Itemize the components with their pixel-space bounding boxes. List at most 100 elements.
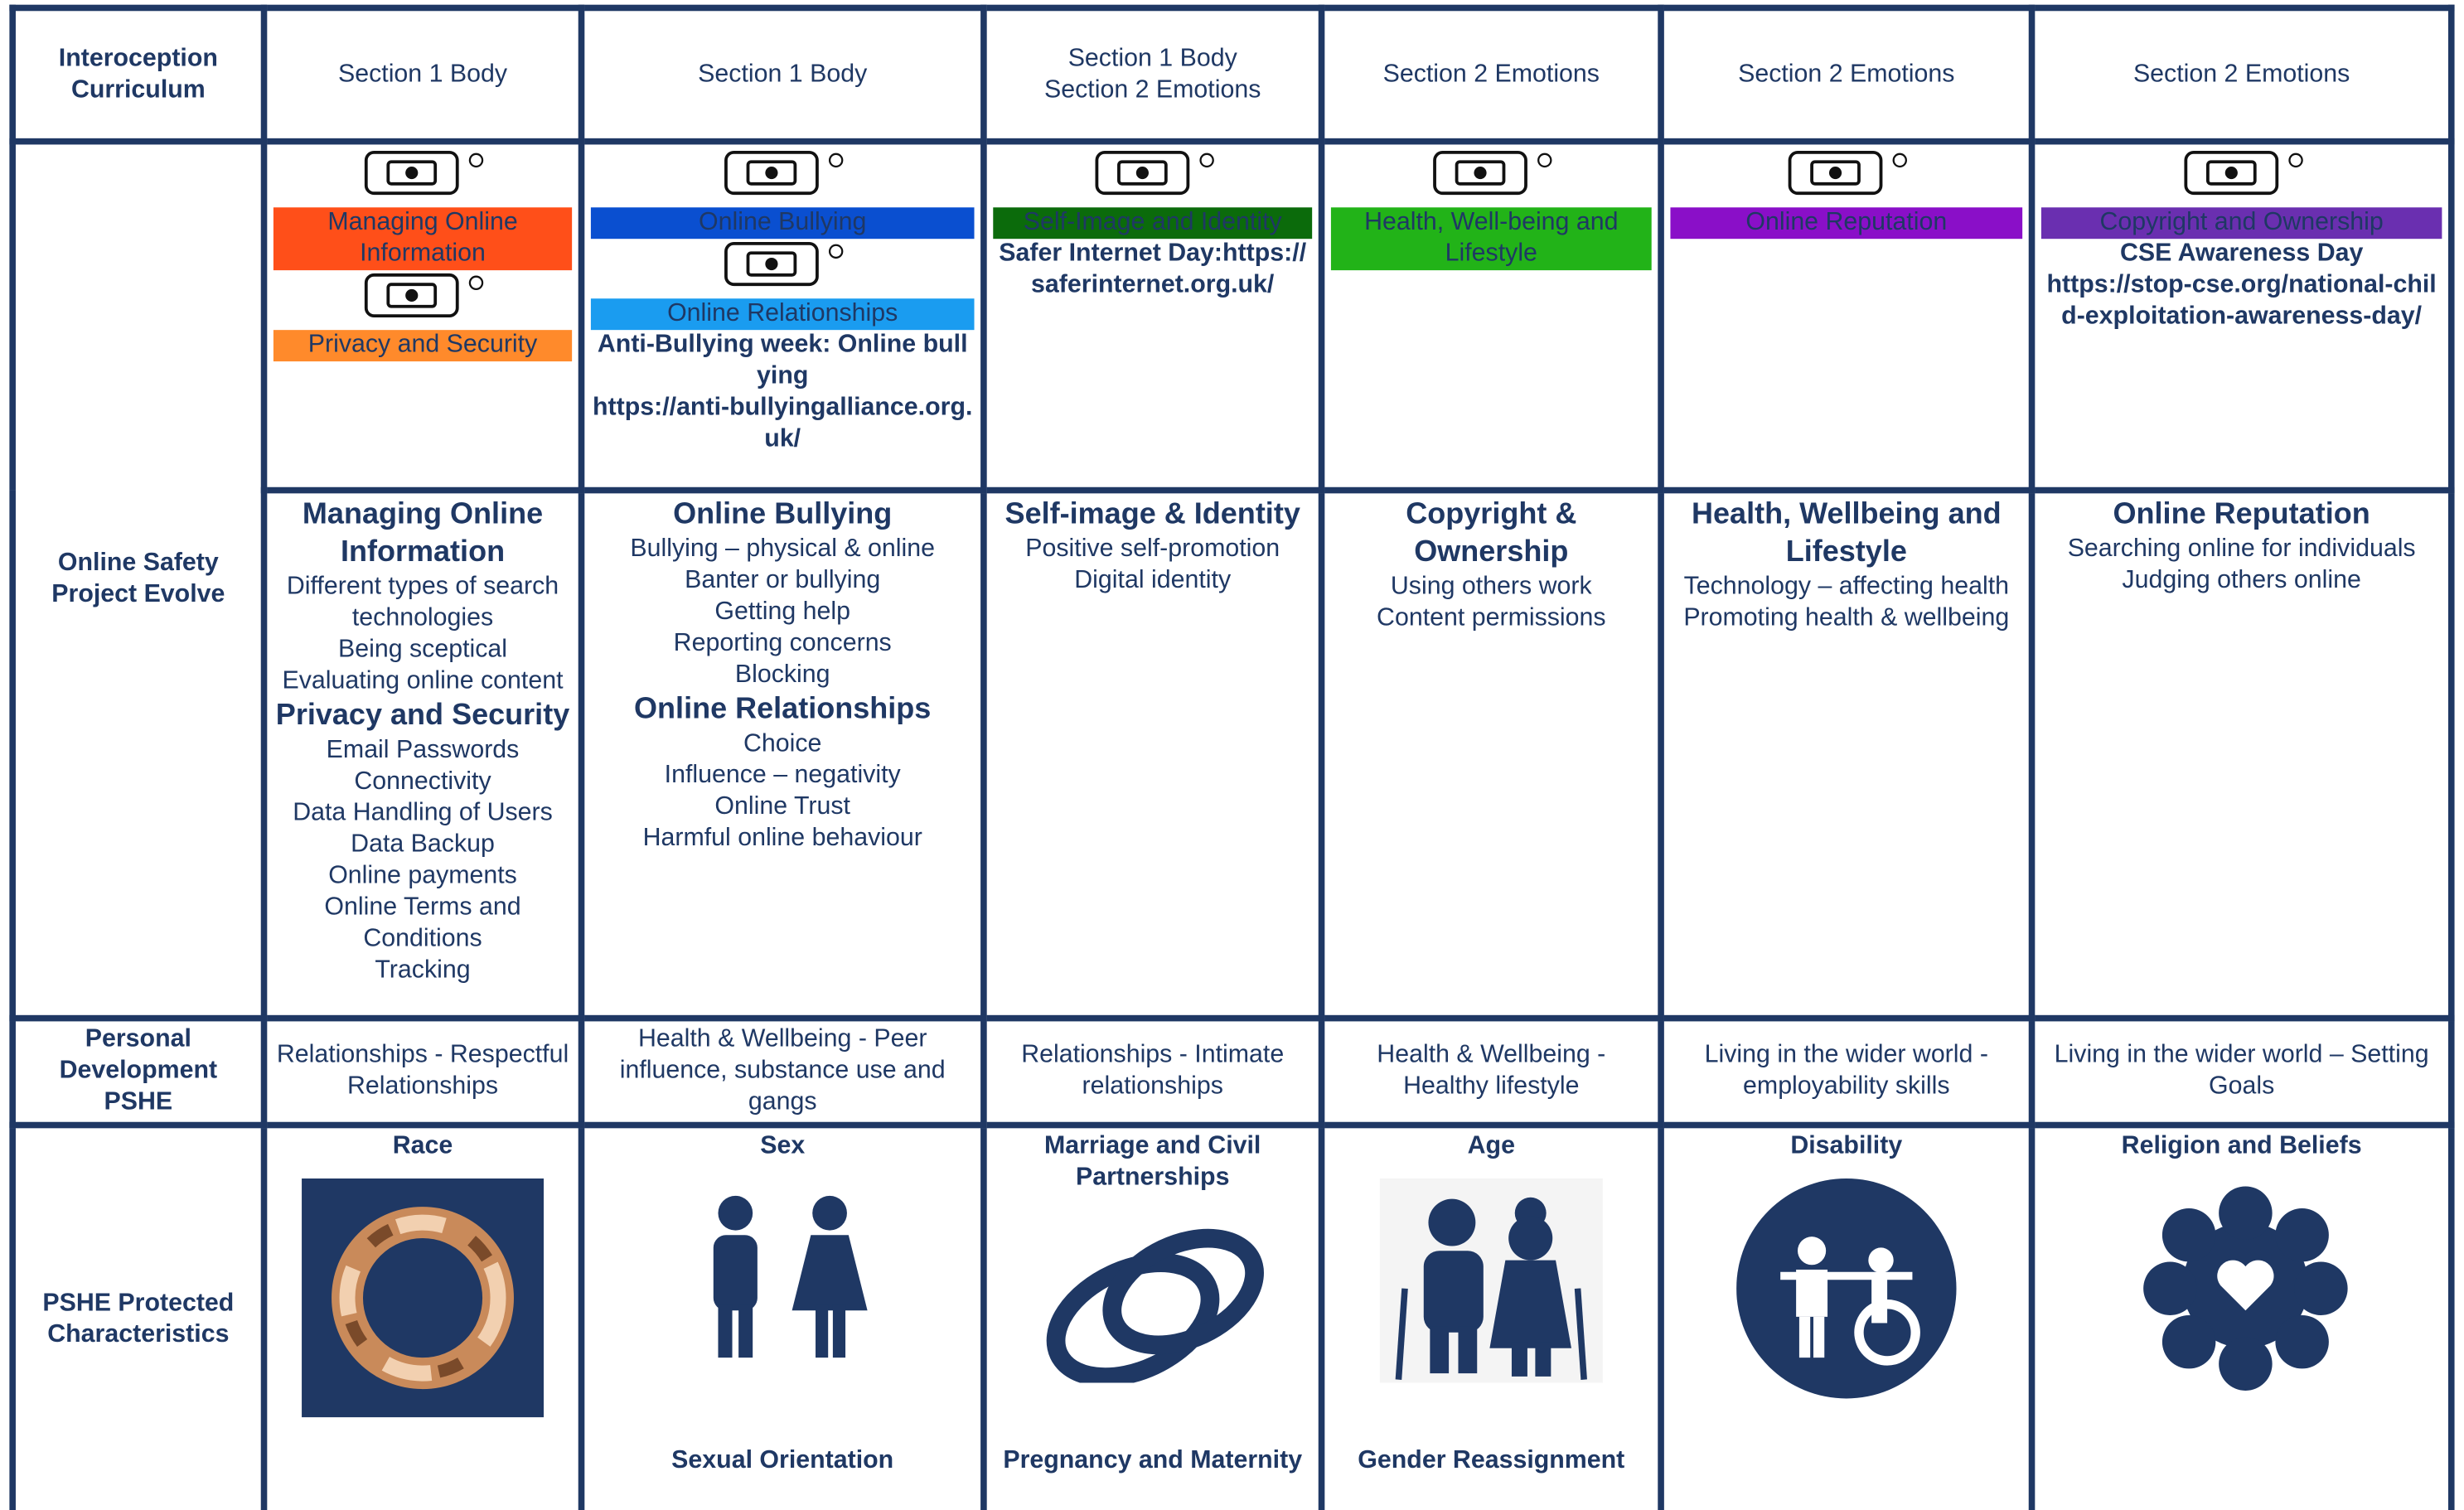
topic-heading: Online Bullying — [673, 498, 893, 531]
topic-item: Different types of search technologies — [286, 574, 559, 632]
badge-label: Online Reputation — [1670, 207, 2023, 240]
topics-cell: Online Reputation Searching online for in… — [2028, 486, 2455, 1022]
icon — [724, 241, 844, 287]
badges-row: Online Safety Project Evolve Managing Onl… — [9, 138, 2455, 1022]
characteristic: Religion and Beliefs — [2121, 1133, 2362, 1160]
topics-cell: Managing Online Information Different typ… — [260, 486, 585, 1022]
topic-item: Digital identity — [1074, 567, 1232, 594]
topics-cell: Online Bullying Bullying – physical & onl… — [578, 486, 987, 1022]
topic-item: Connectivity — [354, 768, 491, 796]
badge-cell: Copyright and Ownership CSE Awareness Day… — [2028, 138, 2455, 494]
row-label: Online Safety Project Evolve — [9, 138, 268, 1022]
icon-wrap — [1035, 1210, 1271, 1392]
row-label: PSHE Protected Characteristics — [9, 1121, 268, 1510]
characteristic: Age — [1467, 1133, 1515, 1160]
badge-label: Privacy and Security — [273, 330, 573, 362]
badge-label: Copyright and Ownership — [2040, 207, 2442, 240]
topic-item: Online payments — [328, 862, 517, 890]
icon — [1094, 151, 1213, 196]
topic-item: Evaluating online content — [282, 667, 564, 695]
pshe-cell: Relationships - Intimate relationships — [980, 1014, 1325, 1129]
badge-cell: Online Bullying Online Relationships Anti-… — [578, 138, 987, 494]
badge: Health, Well-being and Lifestyle — [1330, 148, 1652, 271]
column-header: Section 1 Body Section 2 Emotions — [980, 4, 1325, 145]
icon — [2142, 1186, 2347, 1391]
topic-item: Reporting concerns — [673, 630, 892, 657]
characteristic: Sex — [760, 1133, 806, 1160]
topic-item: Data Backup — [351, 830, 495, 859]
icon — [364, 273, 484, 317]
badge-label: Self-Image and Identity — [993, 207, 1313, 240]
topic-item: Content permissions — [1377, 604, 1606, 632]
topic-item: Bullying – physical & online — [630, 535, 936, 563]
topic-item: Influence – negativity — [664, 762, 901, 789]
badge-icon — [2041, 148, 2442, 207]
curriculum-table: Interoception Curriculum Section 1 Body Se… — [9, 4, 2455, 1510]
badge-icon — [993, 148, 1312, 207]
event-line: Anti-Bullying week: Online bullying — [597, 332, 968, 390]
badge: Managing Online Information — [273, 148, 573, 271]
badge: Online Reputation — [1670, 148, 2023, 240]
pshe-row: Personal Development PSHE Relationships -… — [9, 1014, 2455, 1129]
topic-heading: Health, Wellbeing and Lifestyle — [1691, 498, 2002, 569]
icon-wrap — [675, 1178, 889, 1373]
topic-item: Banter or bullying — [685, 567, 881, 594]
characteristics-cell: Disability — [1658, 1121, 2036, 1510]
column-header: Section 1 Body — [260, 4, 585, 145]
event: CSE Awareness Day https://stop-cse.org/na… — [2041, 239, 2442, 333]
topic-heading: Online Reputation — [2113, 498, 2370, 531]
icon-wrap — [2135, 1178, 2349, 1401]
topic-item: Blocking — [734, 661, 830, 689]
characteristics: Sex Sexual Orientation — [591, 1131, 975, 1502]
badge-cell: Online Reputation — [1658, 138, 2036, 494]
characteristics: Race — [274, 1131, 572, 1502]
topic-item: Online Terms and Conditions — [324, 893, 521, 952]
characteristics-cell: Religion and Beliefs — [2028, 1121, 2455, 1510]
event: Anti-Bullying week: Online bullying https… — [591, 330, 975, 456]
topics-cell: Health, Wellbeing and Lifestyle Technolog… — [1658, 486, 2036, 1022]
topic-item: Searching online for individuals — [2067, 535, 2416, 563]
topic-item: Harmful online behaviour — [642, 825, 922, 852]
topic-item: Using others work — [1390, 574, 1592, 601]
badge: Self-Image and Identity — [993, 148, 1313, 240]
header-line: Section 1 Body — [337, 60, 508, 88]
topic-item: Choice — [743, 730, 822, 757]
characteristics: Marriage and Civil Partnerships Pregnancy… — [993, 1131, 1312, 1502]
icon — [713, 1195, 868, 1358]
topic-item: Email Passwords — [326, 737, 520, 764]
characteristics-cell: Marriage and Civil Partnerships Pregnancy… — [980, 1121, 1325, 1510]
column-header: Section 2 Emotions — [1658, 4, 2036, 145]
badge-label: Managing Online Information — [273, 207, 573, 271]
row-label: Personal Development PSHE — [9, 1014, 268, 1129]
pshe-cell: Living in the wider world – Setting Goal… — [2028, 1014, 2455, 1129]
topic-item: Getting help — [714, 598, 851, 626]
icon — [2183, 151, 2302, 196]
topic-item: Positive self-promotion — [1025, 535, 1280, 563]
badge-label: Online Relationships — [590, 298, 975, 331]
badge-icon — [591, 148, 975, 207]
badge-label: Health, Well-being and Lifestyle — [1330, 207, 1652, 271]
topics-cell: Copyright & Ownership Using others work Co… — [1318, 486, 1664, 1022]
characteristics: Disability — [1670, 1131, 2022, 1502]
column-header: Section 1 Body — [578, 4, 987, 145]
corner-cell: Interoception Curriculum — [9, 4, 268, 145]
header-line: Section 2 Emotions — [1044, 75, 1261, 104]
icon — [1433, 151, 1552, 196]
pshe-cell: Health & Wellbeing - Healthy lifestyle — [1318, 1014, 1664, 1129]
badge: Online Relationships — [590, 239, 975, 331]
badge-cell: Self-Image and Identity Safer Internet Da… — [980, 138, 1325, 494]
topic-item: Technology – affecting health — [1683, 574, 2010, 601]
icon — [364, 151, 484, 196]
badge-icon — [274, 270, 572, 330]
characteristic: Gender Reassignment — [1358, 1447, 1625, 1474]
badge-cell: Health, Well-being and Lifestyle — [1318, 138, 1664, 494]
header-row: Interoception Curriculum Section 1 Body Se… — [9, 4, 2455, 145]
header-line: Section 1 Body — [698, 60, 868, 88]
topic-item: Promoting health & wellbeing — [1683, 604, 2010, 632]
badge-icon — [1331, 148, 1652, 207]
topic-item: Being sceptical — [337, 636, 508, 664]
characteristic: Disability — [1790, 1133, 1903, 1160]
characteristics-cell: Sex Sexual Orientation — [578, 1121, 987, 1510]
characteristics-cell: Age Gender Reassignment — [1318, 1121, 1664, 1510]
